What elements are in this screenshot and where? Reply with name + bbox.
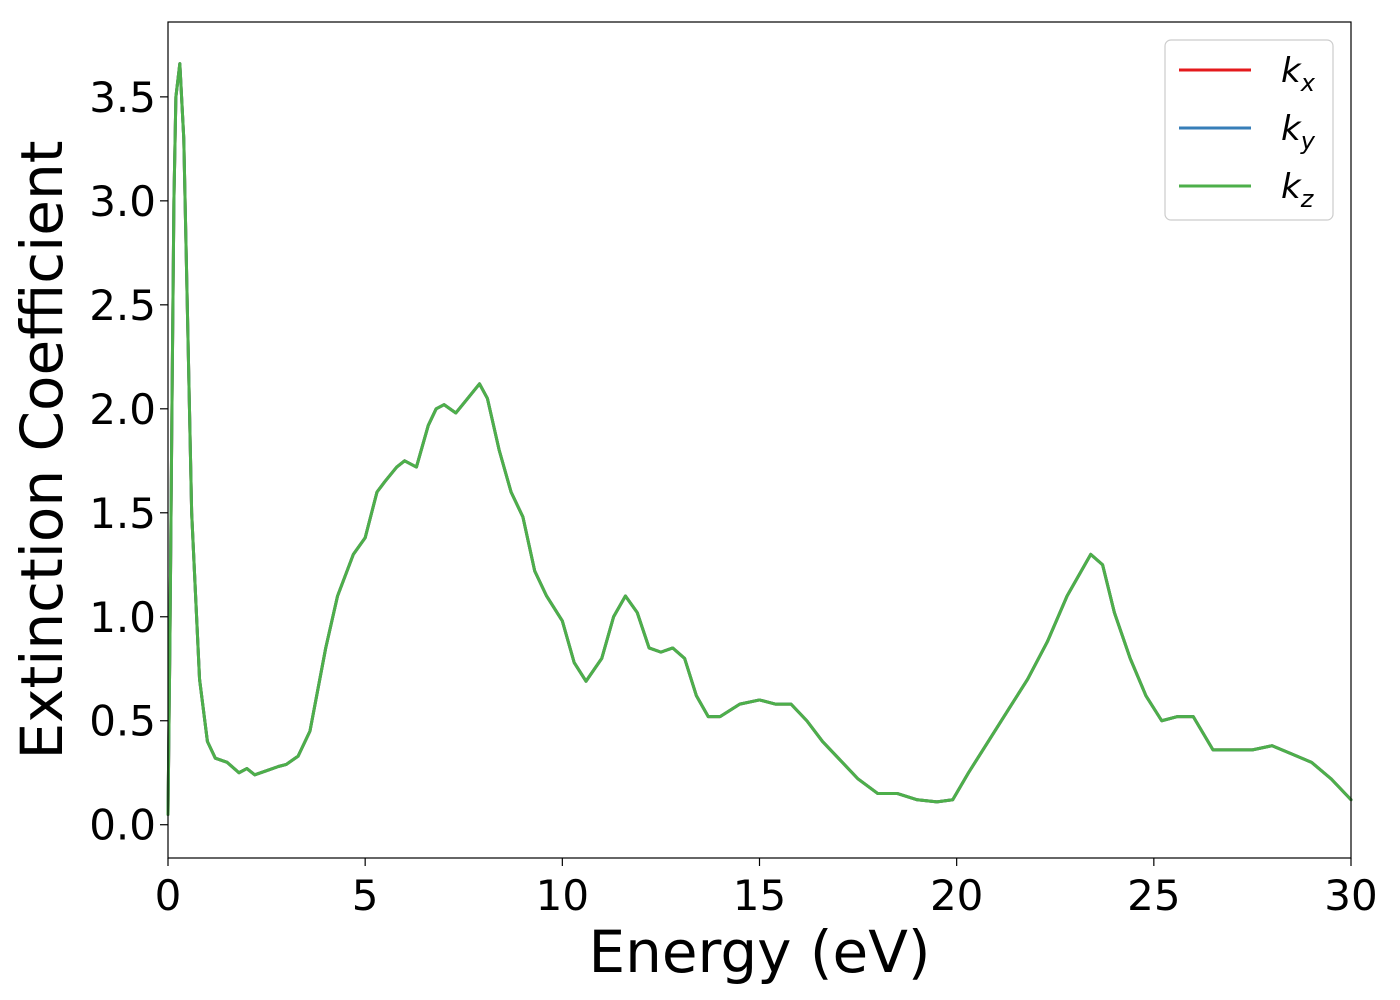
legend-box [1164, 39, 1334, 221]
y-axis-label: Extinction Coefficient [8, 141, 76, 760]
y-tick-label: 1.5 [89, 489, 156, 538]
x-tick-label: 25 [1127, 871, 1180, 920]
x-axis-label: Energy (eV) [588, 918, 930, 986]
x-tick-label: 0 [155, 871, 182, 920]
x-tick-label: 15 [733, 871, 786, 920]
y-tick-label: 0.5 [89, 697, 156, 746]
x-tick-label: 20 [930, 871, 983, 920]
y-tick-label: 2.5 [89, 281, 156, 330]
y-tick-label: 1.0 [89, 593, 156, 642]
x-axis-ticks: 0 5 10 15 20 25 30 [155, 858, 1378, 920]
series-line-kz [166, 62, 1353, 816]
legend-label-ky: ky [1281, 109, 1316, 155]
y-tick-label: 2.0 [89, 385, 156, 434]
legend-label-kx: kx [1281, 51, 1316, 97]
legend: kx ky kz [1164, 39, 1334, 221]
y-tick-label: 0.0 [89, 801, 156, 850]
y-tick-label: 3.0 [89, 177, 156, 226]
x-tick-label: 5 [352, 871, 379, 920]
legend-label-kz: kz [1281, 167, 1315, 213]
x-tick-label: 30 [1324, 871, 1377, 920]
y-axis-ticks: 0.0 0.5 1.0 1.5 2.0 2.5 3.0 3.5 [89, 73, 168, 850]
y-tick-label: 3.5 [89, 73, 156, 122]
x-tick-label: 10 [536, 871, 589, 920]
